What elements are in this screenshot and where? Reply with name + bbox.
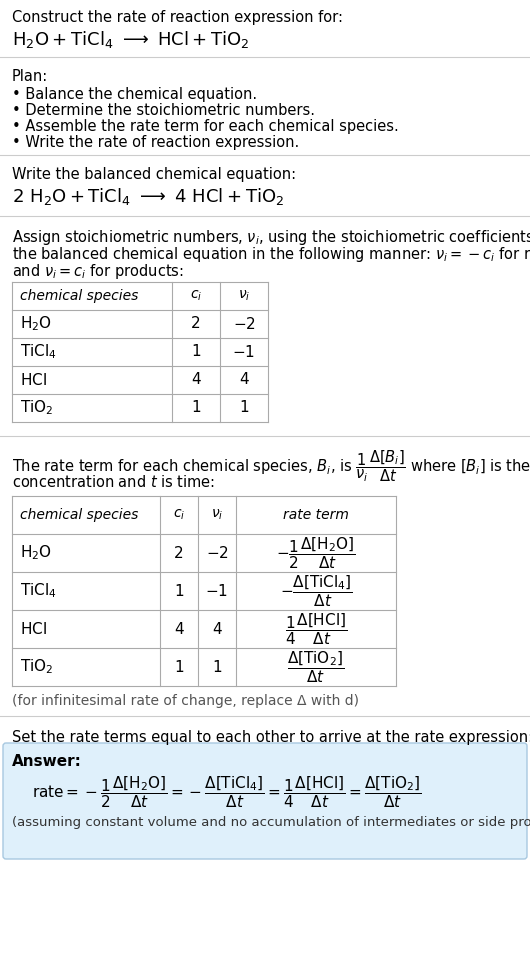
Text: $\mathrm{TiO_2}$: $\mathrm{TiO_2}$ bbox=[20, 658, 54, 676]
Text: • Determine the stoichiometric numbers.: • Determine the stoichiometric numbers. bbox=[12, 103, 315, 118]
Text: Write the balanced chemical equation:: Write the balanced chemical equation: bbox=[12, 167, 296, 182]
Text: $\mathrm{H_2O}$: $\mathrm{H_2O}$ bbox=[20, 314, 52, 334]
Text: 1: 1 bbox=[174, 584, 184, 598]
Text: • Assemble the rate term for each chemical species.: • Assemble the rate term for each chemic… bbox=[12, 119, 399, 134]
Text: $-\dfrac{1}{2}\dfrac{\Delta[\mathrm{H_2O}]}{\Delta t}$: $-\dfrac{1}{2}\dfrac{\Delta[\mathrm{H_2O… bbox=[276, 535, 356, 571]
Text: chemical species: chemical species bbox=[20, 289, 138, 303]
Text: $-2$: $-2$ bbox=[206, 545, 228, 561]
Text: $-1$: $-1$ bbox=[233, 344, 255, 360]
Text: $\dfrac{\Delta[\mathrm{TiO_2}]}{\Delta t}$: $\dfrac{\Delta[\mathrm{TiO_2}]}{\Delta t… bbox=[287, 649, 345, 685]
Text: the balanced chemical equation in the following manner: $\nu_i = -c_i$ for react: the balanced chemical equation in the fo… bbox=[12, 245, 530, 264]
Text: Answer:: Answer: bbox=[12, 754, 82, 769]
Text: 1: 1 bbox=[191, 400, 201, 416]
Text: and $\nu_i = c_i$ for products:: and $\nu_i = c_i$ for products: bbox=[12, 262, 184, 281]
Text: chemical species: chemical species bbox=[20, 508, 138, 522]
Text: 2: 2 bbox=[191, 316, 201, 332]
Text: $\mathrm{TiCl_4}$: $\mathrm{TiCl_4}$ bbox=[20, 582, 57, 600]
Text: $\mathrm{TiCl_4}$: $\mathrm{TiCl_4}$ bbox=[20, 343, 57, 361]
Text: 1: 1 bbox=[239, 400, 249, 416]
Text: The rate term for each chemical species, $B_i$, is $\dfrac{1}{\nu_i}\dfrac{\Delt: The rate term for each chemical species,… bbox=[12, 448, 530, 483]
Text: (assuming constant volume and no accumulation of intermediates or side products): (assuming constant volume and no accumul… bbox=[12, 816, 530, 829]
Text: 4: 4 bbox=[191, 373, 201, 387]
Text: 1: 1 bbox=[174, 660, 184, 674]
Text: Assign stoichiometric numbers, $\nu_i$, using the stoichiometric coefficients, $: Assign stoichiometric numbers, $\nu_i$, … bbox=[12, 228, 530, 247]
Text: Construct the rate of reaction expression for:: Construct the rate of reaction expressio… bbox=[12, 10, 343, 25]
Text: $\mathrm{H_2O}$: $\mathrm{H_2O}$ bbox=[20, 544, 52, 562]
Text: $\mathrm{2\ H_2O + TiCl_4 \ \longrightarrow \ 4\ HCl + TiO_2}$: $\mathrm{2\ H_2O + TiCl_4 \ \longrightar… bbox=[12, 186, 284, 207]
Text: $c_i$: $c_i$ bbox=[173, 508, 185, 522]
Text: 2: 2 bbox=[174, 546, 184, 560]
Text: $-1$: $-1$ bbox=[206, 583, 228, 599]
Text: (for infinitesimal rate of change, replace Δ with d): (for infinitesimal rate of change, repla… bbox=[12, 694, 359, 708]
Text: 1: 1 bbox=[191, 345, 201, 359]
Text: $\mathrm{HCl}$: $\mathrm{HCl}$ bbox=[20, 372, 47, 388]
Text: $\mathrm{rate} = -\dfrac{1}{2}\dfrac{\Delta[\mathrm{H_2O}]}{\Delta t} = -\dfrac{: $\mathrm{rate} = -\dfrac{1}{2}\dfrac{\De… bbox=[32, 774, 421, 810]
Text: $-2$: $-2$ bbox=[233, 316, 255, 332]
Text: $\nu_i$: $\nu_i$ bbox=[211, 508, 223, 522]
Text: 4: 4 bbox=[174, 622, 184, 636]
Text: rate term: rate term bbox=[283, 508, 349, 522]
Text: • Balance the chemical equation.: • Balance the chemical equation. bbox=[12, 87, 257, 102]
Text: $\dfrac{1}{4}\dfrac{\Delta[\mathrm{HCl}]}{\Delta t}$: $\dfrac{1}{4}\dfrac{\Delta[\mathrm{HCl}]… bbox=[285, 611, 347, 647]
Text: 4: 4 bbox=[212, 622, 222, 636]
Text: $-\dfrac{\Delta[\mathrm{TiCl_4}]}{\Delta t}$: $-\dfrac{\Delta[\mathrm{TiCl_4}]}{\Delta… bbox=[279, 573, 352, 609]
Text: $\mathrm{H_2O + TiCl_4 \ \longrightarrow \ HCl + TiO_2}$: $\mathrm{H_2O + TiCl_4 \ \longrightarrow… bbox=[12, 29, 250, 50]
Text: $c_i$: $c_i$ bbox=[190, 289, 202, 304]
Text: 4: 4 bbox=[239, 373, 249, 387]
Text: $\nu_i$: $\nu_i$ bbox=[238, 289, 250, 304]
FancyBboxPatch shape bbox=[3, 743, 527, 859]
Text: $\mathrm{TiO_2}$: $\mathrm{TiO_2}$ bbox=[20, 398, 54, 418]
Text: 1: 1 bbox=[212, 660, 222, 674]
Text: Set the rate terms equal to each other to arrive at the rate expression:: Set the rate terms equal to each other t… bbox=[12, 730, 530, 745]
Text: concentration and $t$ is time:: concentration and $t$ is time: bbox=[12, 474, 215, 490]
Text: Plan:: Plan: bbox=[12, 69, 48, 84]
Text: • Write the rate of reaction expression.: • Write the rate of reaction expression. bbox=[12, 135, 299, 150]
Text: $\mathrm{HCl}$: $\mathrm{HCl}$ bbox=[20, 621, 47, 637]
